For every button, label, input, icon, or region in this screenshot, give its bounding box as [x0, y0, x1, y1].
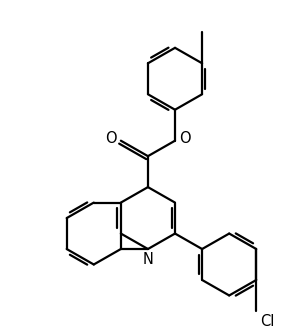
Text: Cl: Cl	[260, 314, 274, 329]
Text: O: O	[105, 131, 117, 146]
Text: N: N	[142, 252, 153, 267]
Text: O: O	[179, 131, 190, 146]
